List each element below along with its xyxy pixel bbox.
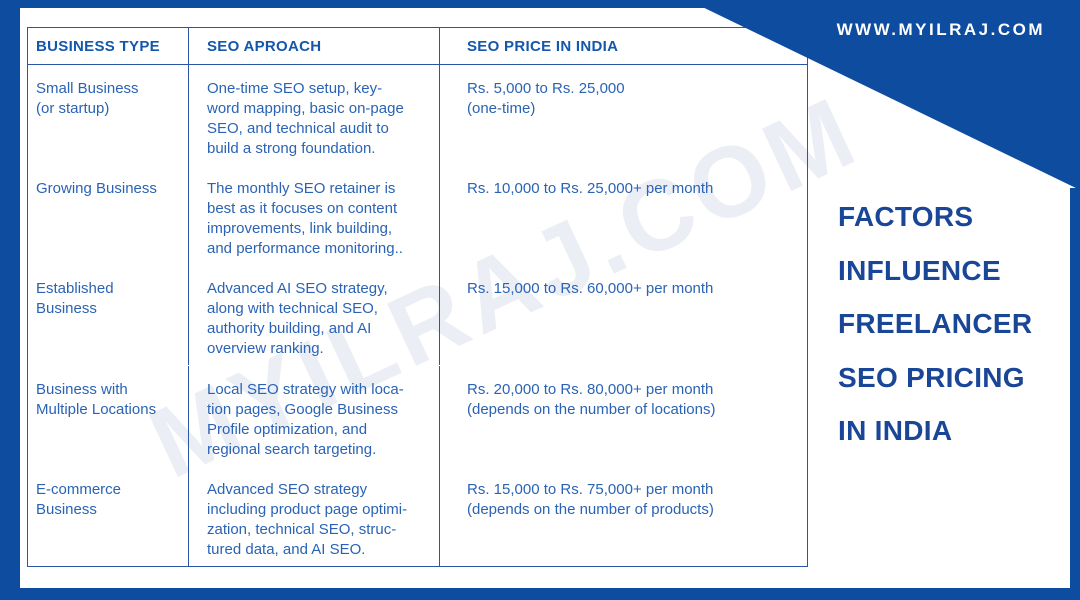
cell-business-type: Established Business (36, 280, 114, 318)
header-business-type: BUSINESS TYPE (28, 28, 188, 65)
frame-bottom-bar (0, 588, 1080, 600)
cell-business-type: Growing Business (36, 180, 157, 198)
header-seo-price: SEO PRICE IN INDIA (439, 28, 807, 65)
header-seo-approach: SEO APROACH (188, 28, 439, 65)
cell-price: Rs. 15,000 to Rs. 75,000+ per month (dep… (439, 465, 807, 566)
frame-left-bar (0, 0, 20, 600)
cell-price: Rs. 5,000 to Rs. 25,000 (one-time) (439, 65, 807, 166)
cell-business-type: Small Business (or startup) (36, 80, 139, 118)
cell-price: Rs. 20,000 to Rs. 80,000+ per month (dep… (439, 365, 807, 466)
site-url-text: WWW.MYILRAJ.COM (836, 20, 1045, 39)
frame-right-bar (1070, 188, 1080, 600)
cell-price: Rs. 10,000 to Rs. 25,000+ per month (439, 165, 807, 266)
cell-approach: Advanced SEO strategy including product … (188, 465, 439, 566)
side-heading: FACTORS INFLUENCE FREELANCER SEO PRICING… (838, 201, 1033, 446)
cell-approach: Local SEO strategy with loca- tion pages… (188, 365, 439, 466)
cell-price: Rs. 15,000 to Rs. 60,000+ per month (439, 265, 807, 366)
cell-approach: Advanced AI SEO strategy, along with tec… (188, 265, 439, 366)
frame-top-bar (0, 0, 1080, 8)
cell-business-type: Business with Multiple Locations (36, 380, 157, 418)
cell-approach: One-time SEO setup, key- word mapping, b… (188, 65, 439, 166)
cell-business-type: E-commerce Business (36, 480, 122, 518)
pricing-table: BUSINESS TYPE SEO APROACH SEO PRICE IN I… (27, 27, 808, 567)
cell-approach: The monthly SEO retainer is best as it f… (188, 165, 439, 266)
